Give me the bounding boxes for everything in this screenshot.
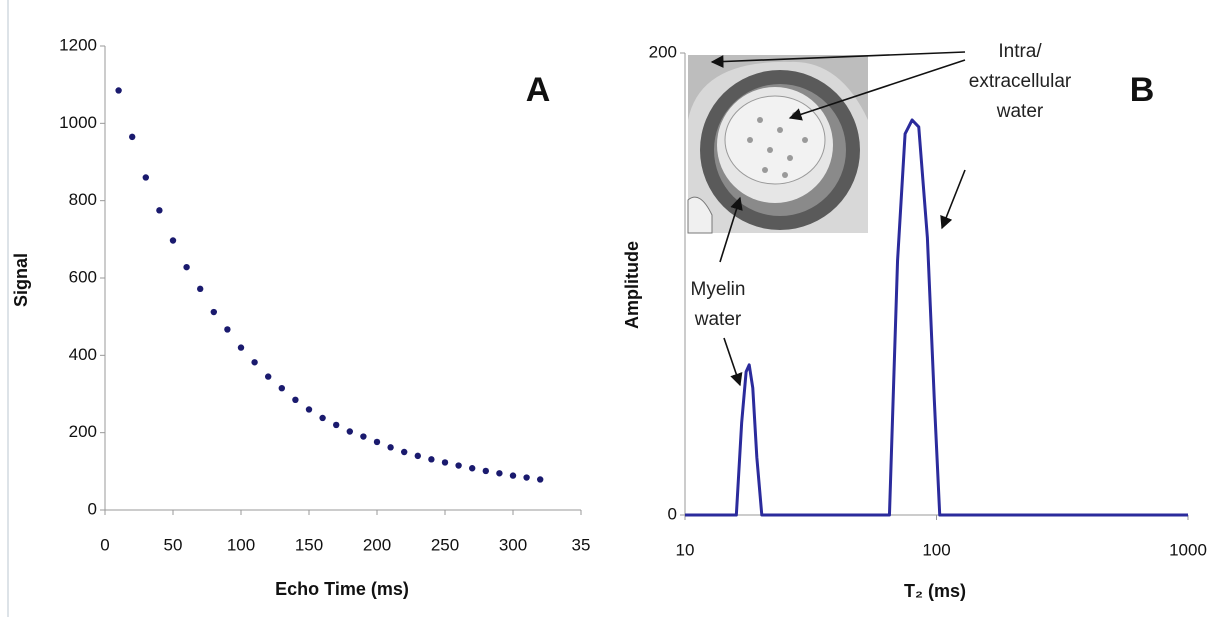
y-tick-label: 200 bbox=[69, 422, 97, 441]
data-point bbox=[496, 470, 503, 477]
data-point bbox=[414, 452, 421, 460]
data-point bbox=[523, 474, 530, 481]
x-tick-label: 200 bbox=[363, 535, 391, 554]
inset-micrograph bbox=[687, 55, 868, 234]
panel-label: A bbox=[526, 71, 551, 109]
x-tick-label: 100 bbox=[922, 540, 950, 559]
data-point bbox=[224, 326, 231, 333]
y-axis-title: Amplitude bbox=[622, 241, 642, 329]
x-tick-label: 1000 bbox=[1169, 540, 1207, 559]
x-tick-label: 35 bbox=[572, 535, 591, 554]
data-point bbox=[305, 406, 313, 413]
data-point bbox=[115, 87, 122, 94]
y-tick-label: 600 bbox=[69, 267, 97, 286]
data-point bbox=[469, 465, 476, 472]
data-point bbox=[482, 467, 489, 475]
x-tick-label: 150 bbox=[295, 535, 323, 554]
x-axis-title: T₂ (ms) bbox=[904, 581, 966, 601]
annotation: water bbox=[996, 101, 1044, 122]
data-point bbox=[346, 428, 353, 435]
data-point bbox=[237, 344, 245, 351]
y-axis-title: Signal bbox=[11, 253, 31, 307]
data-point bbox=[441, 459, 449, 466]
data-point bbox=[537, 476, 544, 483]
y-tick-label: 1000 bbox=[59, 113, 97, 132]
y-tick-label: 400 bbox=[69, 345, 97, 364]
y-tick-label: 1200 bbox=[59, 35, 97, 54]
annotation: Intra/ bbox=[998, 41, 1042, 62]
arrows bbox=[710, 51, 966, 387]
x-tick-label: 10 bbox=[676, 540, 695, 559]
distribution-line bbox=[685, 118, 1188, 517]
data-point bbox=[156, 207, 163, 214]
x-tick-label: 300 bbox=[499, 535, 527, 554]
data-point bbox=[401, 448, 408, 456]
data-point bbox=[278, 385, 285, 392]
x-axis-title: Echo Time (ms) bbox=[275, 579, 409, 599]
data-point bbox=[251, 359, 258, 366]
y-tick-label: 0 bbox=[88, 499, 97, 518]
y-tick-label: 0 bbox=[668, 504, 677, 523]
data-point bbox=[129, 133, 136, 141]
data-point bbox=[197, 285, 204, 293]
y-tick-label: 800 bbox=[69, 190, 97, 209]
x-tick-label: 100 bbox=[227, 535, 255, 554]
data-point bbox=[142, 174, 149, 181]
annotation: extracellular bbox=[969, 71, 1072, 92]
x-tick-label: 0 bbox=[100, 535, 109, 554]
data-point bbox=[319, 414, 326, 422]
panel-label: B bbox=[1130, 71, 1155, 109]
data-point bbox=[183, 263, 190, 271]
data-point bbox=[509, 472, 517, 479]
y-tick-label: 200 bbox=[649, 42, 677, 61]
data-point bbox=[210, 308, 217, 316]
data-point bbox=[455, 462, 462, 469]
annotation: Myelin bbox=[691, 279, 746, 300]
data-point bbox=[265, 373, 272, 380]
data-point bbox=[387, 444, 394, 451]
annotation: water bbox=[694, 309, 742, 330]
data-point bbox=[333, 421, 340, 429]
data-point bbox=[292, 396, 299, 403]
data-point bbox=[360, 433, 367, 440]
x-tick-label: 250 bbox=[431, 535, 459, 554]
x-tick-label: 50 bbox=[164, 535, 183, 554]
data-point bbox=[373, 438, 381, 446]
data-point bbox=[428, 456, 435, 463]
data-point bbox=[169, 237, 177, 244]
